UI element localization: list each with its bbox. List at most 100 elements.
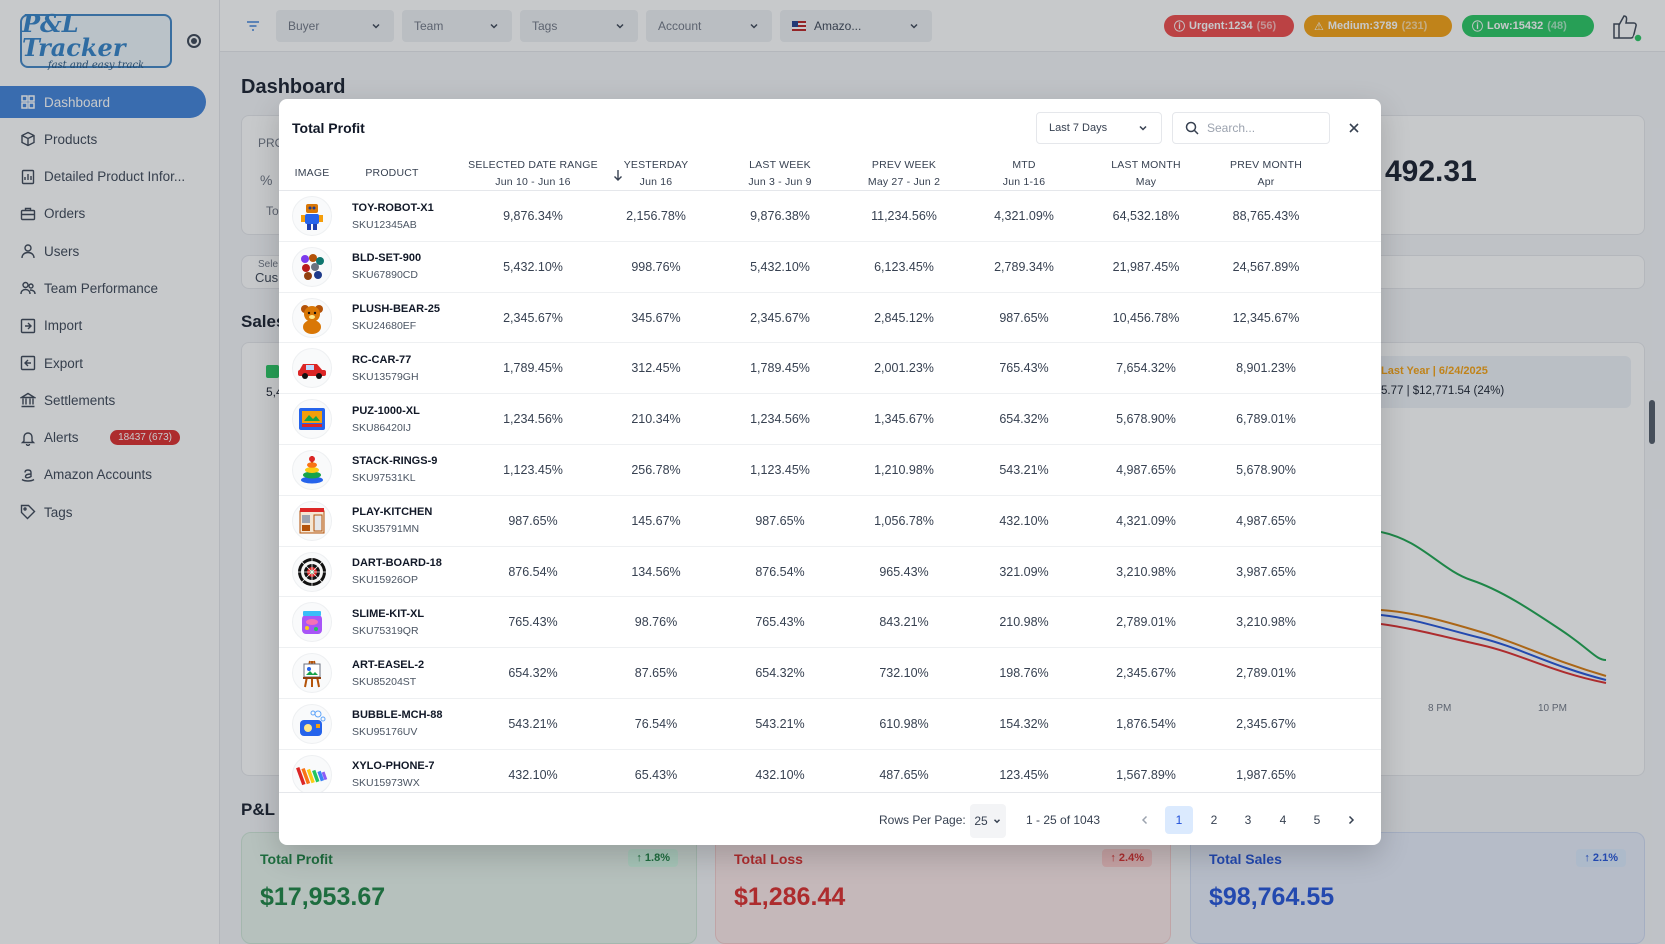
close-button[interactable] — [1345, 119, 1363, 137]
table-row[interactable]: DART-BOARD-18 SKU15926OP 876.54% 134.56% 876… — [279, 547, 1381, 598]
table-row[interactable]: BLD-SET-900 SKU67890CD 5,432.10% 998.76% 5,4… — [279, 242, 1381, 293]
medium-alerts-pill[interactable]: ⚠ Medium:3789 (231) — [1304, 15, 1452, 37]
product-thumbnail[interactable] — [292, 399, 332, 440]
product-thumbnail[interactable] — [292, 602, 332, 643]
table-row[interactable]: ART-EASEL-2 SKU85204ST 654.32% 87.65% 654.32… — [279, 648, 1381, 699]
column-header-last-week[interactable]: LAST WEEK Jun 3 - Jun 9 — [725, 155, 835, 191]
product-image-cell — [292, 394, 332, 444]
check-icon[interactable] — [266, 365, 279, 378]
thumbs-up-status-icon[interactable] — [1610, 10, 1644, 44]
product-thumbnail[interactable] — [292, 754, 332, 792]
page-button-5[interactable]: 5 — [1313, 813, 1321, 827]
table-row[interactable]: BUBBLE-MCH-88 SKU95176UV 543.21% 76.54% 543.… — [279, 699, 1381, 750]
table-row[interactable]: TOY-ROBOT-X1 SKU12345AB 9,876.34% 2,156.78%… — [279, 191, 1381, 242]
sidebar-item-settlements[interactable]: Settlements — [0, 384, 206, 416]
product-name[interactable]: RC-CAR-77 — [352, 353, 412, 366]
product-thumbnail[interactable] — [292, 551, 332, 592]
team-filter-select[interactable]: Team — [402, 10, 512, 42]
column-header-yesterday[interactable]: YESTERDAY Jun 16 — [601, 155, 711, 191]
cell-last-month: 1,876.54% — [1116, 716, 1176, 731]
total-profit-card[interactable]: Total Profit $17,953.67 ↑ 1.8% — [241, 832, 697, 944]
column-header-product[interactable]: PRODUCT — [357, 155, 427, 191]
urgent-alerts-pill[interactable]: ⓘ Urgent:1234 (56) — [1164, 15, 1294, 37]
product-name[interactable]: XYLO-PHONE-7 — [352, 760, 435, 773]
puzzle-box-icon — [299, 408, 325, 431]
sidebar-item-label: Import — [44, 318, 83, 334]
cell-last-week: 1,234.56% — [750, 412, 810, 427]
tags-filter-select[interactable]: Tags — [520, 10, 638, 42]
table-row[interactable]: STACK-RINGS-9 SKU97531KL 1,123.45% 256.78% 1… — [279, 445, 1381, 496]
cell-prev-month: 1,987.65% — [1236, 767, 1296, 782]
product-thumbnail[interactable] — [292, 449, 332, 490]
product-name[interactable]: PUZ-1000-XL — [352, 404, 420, 417]
kpi-value: $98,764.55 — [1209, 883, 1335, 911]
search-input[interactable] — [1207, 121, 1317, 135]
column-header-mtd[interactable]: MTD Jun 1-16 — [969, 155, 1079, 191]
sidebar-item-dashboard[interactable]: Dashboard — [0, 86, 206, 118]
table-row[interactable]: SLIME-KIT-XL SKU75319QR 765.43% 98.76% 765.4… — [279, 597, 1381, 649]
sidebar-item-users[interactable]: Users — [0, 235, 206, 267]
product-name[interactable]: PLUSH-BEAR-25 — [352, 303, 441, 316]
filter-icon[interactable] — [246, 19, 260, 37]
column-header-selected-date-range[interactable]: SELECTED DATE RANGE Jun 10 - Jun 16 — [461, 155, 622, 191]
low-alerts-pill[interactable]: ⓘ Low:15432 (48) — [1462, 15, 1594, 37]
product-name[interactable]: STACK-RINGS-9 — [352, 455, 438, 468]
product-thumbnail[interactable] — [292, 297, 332, 338]
sidebar-item-tags[interactable]: Tags — [0, 496, 206, 528]
sidebar-toggle-icon[interactable] — [187, 34, 201, 48]
product-thumbnail[interactable] — [292, 653, 332, 694]
product-name[interactable]: BUBBLE-MCH-88 — [352, 709, 443, 722]
product-sku: SKU95176UV — [352, 726, 418, 739]
cell-prev-month: 2,345.67% — [1236, 716, 1296, 731]
marketplace-filter-select[interactable]: Amazo... — [780, 10, 932, 42]
sidebar-item-amazon-accounts[interactable]: Amazon Accounts — [0, 459, 206, 491]
product-name[interactable]: DART-BOARD-18 — [352, 557, 442, 570]
total-loss-card[interactable]: Total Loss $1,286.44 ↑ 2.4% — [715, 832, 1171, 944]
rows-per-page-select[interactable]: 25 — [970, 804, 1006, 838]
page-button-3[interactable]: 3 — [1244, 813, 1252, 827]
product-name[interactable]: TOY-ROBOT-X1 — [352, 201, 434, 214]
table-row[interactable]: PLUSH-BEAR-25 SKU24680EF 2,345.67% 345.67% 2… — [279, 293, 1381, 344]
product-name[interactable]: SLIME-KIT-XL — [352, 607, 425, 620]
page-button-4[interactable]: 4 — [1279, 813, 1287, 827]
sidebar-item-import[interactable]: Import — [0, 310, 206, 342]
date-range-select[interactable]: Last 7 Days — [1036, 112, 1162, 144]
sidebar-item-alerts[interactable]: Alerts 18437 (673) — [0, 422, 206, 454]
next-page-button[interactable] — [1337, 806, 1365, 834]
sidebar-item-export[interactable]: Export — [0, 347, 206, 379]
table-row[interactable]: RC-CAR-77 SKU13579GH 1,789.45% 312.45% 1,789… — [279, 343, 1381, 395]
product-name[interactable]: ART-EASEL-2 — [352, 658, 425, 671]
previous-page-button[interactable] — [1131, 806, 1159, 834]
box-icon — [20, 131, 36, 147]
product-thumbnail[interactable] — [292, 703, 332, 744]
page-scrollbar[interactable] — [1649, 400, 1655, 444]
column-header-prev-week[interactable]: PREV WEEK May 27 - Jun 2 — [846, 155, 962, 191]
product-thumbnail[interactable] — [292, 500, 332, 541]
sidebar-item-team-performance[interactable]: Team Performance — [0, 272, 206, 304]
sidebar-item-products[interactable]: Products — [0, 123, 206, 155]
table-row[interactable]: PUZ-1000-XL SKU86420IJ 1,234.56% 210.34% 1,2… — [279, 394, 1381, 445]
sidebar-item-label: Alerts — [44, 430, 79, 446]
sales-section-title: Sales — [241, 312, 286, 331]
buyer-filter-select[interactable]: Buyer — [276, 10, 394, 42]
total-sales-card[interactable]: Total Sales $98,764.55 ↑ 2.1% — [1190, 832, 1645, 944]
column-header-prev-month[interactable]: PREV MONTH Apr — [1211, 155, 1321, 191]
sidebar-item-orders[interactable]: Orders — [0, 198, 206, 230]
sidebar-item-detailed-product-info[interactable]: Detailed Product Infor... — [0, 161, 206, 193]
column-header-label: SELECTED DATE RANGE — [468, 158, 598, 171]
cell-mtd: 321.09% — [999, 564, 1049, 579]
page-button-2[interactable]: 2 — [1210, 813, 1218, 827]
account-filter-select[interactable]: Account — [646, 10, 772, 42]
product-thumbnail[interactable] — [292, 348, 332, 389]
product-name[interactable]: PLAY-KITCHEN — [352, 506, 433, 519]
product-name[interactable]: BLD-SET-900 — [352, 252, 422, 265]
product-thumbnail[interactable] — [292, 246, 332, 287]
table-row[interactable]: XYLO-PHONE-7 SKU15973WX 432.10% 65.43% 432.1… — [279, 750, 1381, 792]
page-button-1[interactable]: 1 — [1165, 806, 1193, 834]
product-thumbnail[interactable] — [292, 196, 332, 236]
table-row[interactable]: PLAY-KITCHEN SKU35791MN 987.65% 145.67% 987.… — [279, 496, 1381, 547]
app-logo[interactable]: P&L Tracker fast and easy track — [20, 11, 172, 71]
column-header-last-month[interactable]: LAST MONTH May — [1091, 155, 1201, 191]
sort-descending-icon[interactable] — [613, 169, 623, 181]
search-field[interactable] — [1172, 112, 1330, 144]
